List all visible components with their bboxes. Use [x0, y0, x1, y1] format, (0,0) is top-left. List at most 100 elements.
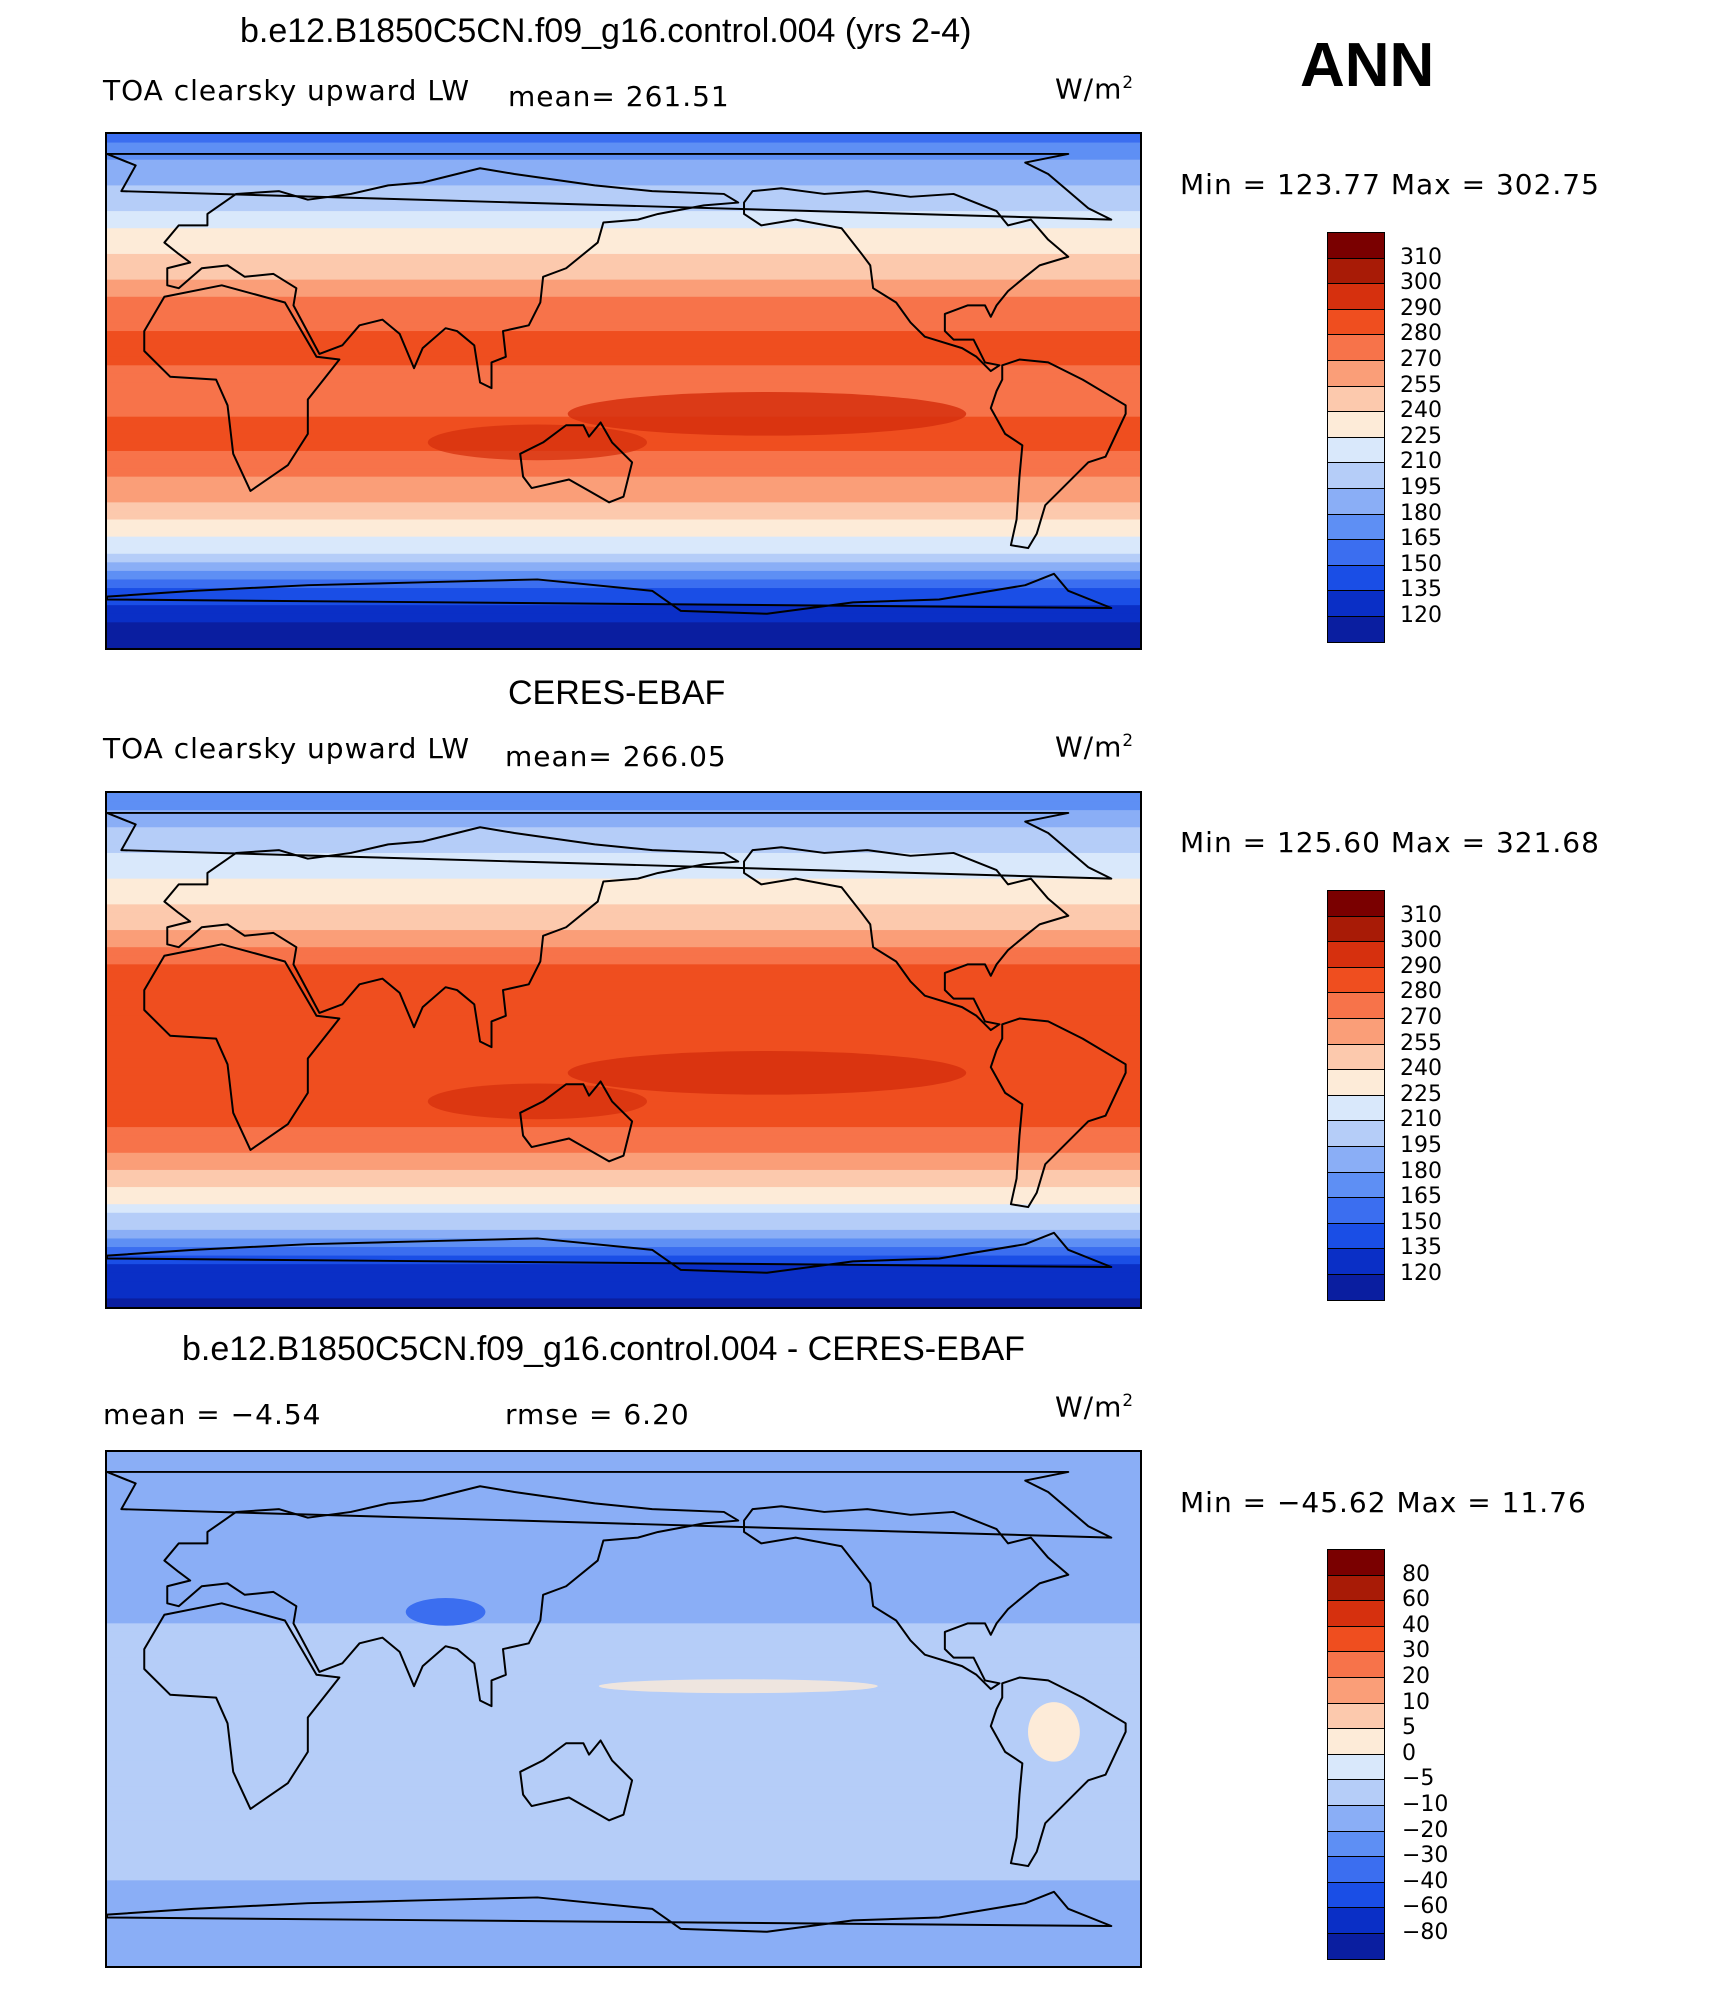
colorbar-box [1327, 564, 1385, 592]
latitude-band [107, 1863, 1140, 1873]
coastline-australia [519, 1739, 634, 1822]
latitude-band [107, 861, 1140, 871]
latitude-band [107, 262, 1140, 272]
colorbar-box [1327, 1069, 1385, 1096]
latitude-band [107, 279, 1140, 289]
latitude-band [107, 1897, 1140, 1907]
latitude-band [107, 904, 1140, 914]
latitude-band [107, 1144, 1140, 1154]
panel-3-mean: mean = −4.54 [103, 1398, 322, 1431]
latitude-band [107, 185, 1140, 195]
latitude-band [107, 459, 1140, 469]
latitude-band [107, 159, 1140, 169]
latitude-band [107, 938, 1140, 948]
latitude-band [107, 219, 1140, 229]
latitude-band [107, 510, 1140, 521]
latitude-band [107, 1520, 1140, 1530]
latitude-band [107, 1272, 1140, 1282]
latitude-band [107, 1554, 1140, 1564]
colorbar-box [1327, 1043, 1385, 1071]
warm-region [427, 424, 647, 461]
latitude-band [107, 1247, 1140, 1257]
colorbar-box [1327, 462, 1385, 489]
latitude-band [107, 1880, 1140, 1890]
colorbar-box [1327, 1197, 1385, 1224]
panel-2-minmax: Min = 125.60 Max = 321.68 [1180, 826, 1600, 859]
colorbar-label: 310 [1400, 244, 1442, 270]
colorbar-box [1327, 385, 1385, 413]
colorbar-label: 225 [1400, 1081, 1442, 1107]
colorbar-box [1327, 616, 1385, 643]
coastline-australia [519, 1080, 634, 1163]
latitude-band [107, 1674, 1140, 1684]
colorbar-label: 135 [1400, 577, 1442, 603]
latitude-band [107, 639, 1140, 648]
colorbar-label: 280 [1400, 321, 1442, 347]
colorbar-label: 225 [1400, 423, 1442, 449]
latitude-band [107, 1264, 1140, 1274]
colorbar-box [1327, 283, 1385, 310]
latitude-band [107, 1777, 1140, 1787]
latitude-band [107, 1768, 1140, 1779]
latitude-band [107, 168, 1140, 178]
colorbar-box [1327, 308, 1385, 336]
latitude-band [107, 947, 1140, 957]
latitude-band [107, 1289, 1140, 1300]
panel-3-map-svg [107, 1452, 1140, 1966]
latitude-band [107, 1537, 1140, 1547]
latitude-band [107, 887, 1140, 897]
latitude-band [107, 245, 1140, 255]
latitude-band [107, 1169, 1140, 1180]
colorbar-box [1327, 1248, 1385, 1275]
latitude-band [107, 391, 1140, 401]
colorbar-label: 30 [1402, 1638, 1430, 1664]
latitude-band [107, 1109, 1140, 1120]
latitude-band [107, 202, 1140, 212]
latitude-band [107, 1923, 1140, 1933]
latitude-band [107, 288, 1140, 298]
coastline-antarctica [107, 1231, 1113, 1274]
colorbar-label: 165 [1400, 526, 1442, 552]
latitude-band [107, 793, 1140, 803]
panel-1-minmax: Min = 123.77 Max = 302.75 [1180, 168, 1600, 201]
latitude-band [107, 1229, 1140, 1240]
latitude-band [107, 921, 1140, 931]
colorbar-label: −5 [1402, 1766, 1435, 1792]
panel-3-rmse: rmse = 6.20 [505, 1398, 690, 1431]
latitude-band [107, 878, 1140, 888]
colorbar-label: 10 [1402, 1689, 1430, 1715]
latitude-band [107, 1494, 1140, 1504]
colorbar-label: 80 [1402, 1561, 1430, 1587]
latitude-band [107, 1118, 1140, 1128]
panel-1-title: b.e12.B1850C5CN.f09_g16.control.004 (yrs… [240, 12, 972, 50]
latitude-band [107, 1871, 1140, 1881]
panel-1-map [105, 132, 1142, 650]
latitude-band [107, 1957, 1140, 1966]
latitude-band [107, 562, 1140, 572]
coastline-africa [143, 284, 341, 492]
season-label: ANN [1300, 31, 1435, 100]
latitude-band [107, 827, 1140, 837]
colorbar-box [1327, 590, 1385, 617]
latitude-band [107, 1914, 1140, 1924]
latitude-band [107, 305, 1140, 315]
colorbar-label: 240 [1400, 398, 1442, 424]
latitude-band [107, 852, 1140, 863]
colorbar-label: 135 [1400, 1235, 1442, 1261]
latitude-band [107, 1888, 1140, 1899]
latitude-band [107, 955, 1140, 965]
latitude-band [107, 1486, 1140, 1496]
colorbar-box [1327, 1907, 1385, 1934]
colorbar-box [1327, 1779, 1385, 1806]
colorbar-label: 195 [1400, 475, 1442, 500]
latitude-band [107, 313, 1140, 324]
colorbar-label: 310 [1400, 902, 1442, 928]
colorbar-boxes [1327, 232, 1385, 643]
latitude-band [107, 1204, 1140, 1214]
latitude-band [107, 1846, 1140, 1856]
latitude-band [107, 1606, 1140, 1616]
latitude-band [107, 1649, 1140, 1659]
colorbar-label: 300 [1400, 270, 1442, 296]
colorbar-box [1327, 915, 1385, 943]
latitude-band [107, 1854, 1140, 1864]
